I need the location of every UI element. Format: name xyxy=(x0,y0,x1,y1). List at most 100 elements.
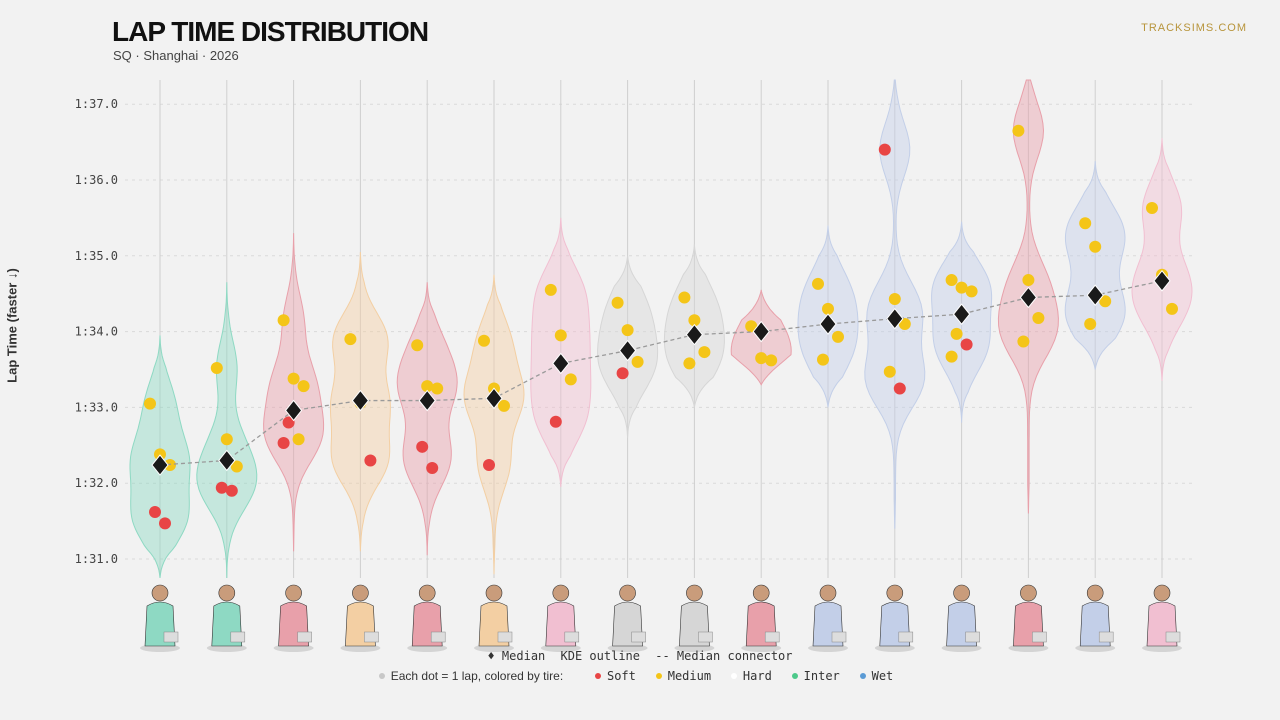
avatar-head xyxy=(352,584,369,602)
lap-dot xyxy=(344,333,357,346)
avatar-head xyxy=(819,584,837,602)
flag-icon xyxy=(297,631,312,643)
median-marker xyxy=(1019,286,1038,309)
median-marker xyxy=(752,320,770,343)
driver-avatar xyxy=(273,584,314,652)
median-marker xyxy=(1086,284,1104,307)
flag-icon xyxy=(698,631,713,643)
median-marker xyxy=(685,323,704,346)
lap-dot xyxy=(683,357,696,370)
flag-icon xyxy=(163,631,179,643)
lap-dot xyxy=(955,281,968,294)
lap-dot xyxy=(765,354,778,367)
legend-kde: KDE outline xyxy=(560,649,640,663)
brand-link[interactable]: TRACKSIMS.COM xyxy=(1141,22,1247,34)
lap-dot xyxy=(478,334,490,347)
driver-avatar xyxy=(941,584,982,652)
lap-dot xyxy=(282,416,295,429)
flag-icon xyxy=(430,631,446,643)
lap-dot xyxy=(1017,335,1030,348)
avatar-head xyxy=(418,584,436,602)
lap-dot xyxy=(411,339,424,352)
driver-avatar xyxy=(808,584,848,652)
flag-icon xyxy=(1098,631,1114,643)
lap-dot xyxy=(230,460,243,473)
lap-dot xyxy=(554,329,567,342)
flag-icon xyxy=(564,631,580,643)
lap-dot xyxy=(812,277,824,290)
lap-dot xyxy=(144,397,156,410)
lap-dot xyxy=(431,382,444,395)
legend-median: ♦ Median xyxy=(487,649,546,663)
lap-dot xyxy=(225,484,238,497)
y-tick-label: 1:33.0 xyxy=(75,400,118,414)
lap-dot xyxy=(960,338,973,351)
lap-dot xyxy=(945,274,958,287)
lap-dot xyxy=(277,314,290,327)
flag-icon xyxy=(1032,631,1047,643)
lap-dot xyxy=(544,283,557,296)
kde-violin xyxy=(263,233,325,552)
lap-dot xyxy=(688,314,701,327)
lap-dot xyxy=(832,330,844,343)
lap-dot xyxy=(564,373,577,386)
flag-icon xyxy=(965,631,980,643)
avatar-head xyxy=(552,584,570,602)
lap-dot xyxy=(483,459,495,472)
median-marker xyxy=(819,313,837,335)
lap-dot xyxy=(416,440,429,453)
y-tick-label: 1:37.0 xyxy=(75,97,118,111)
median-marker xyxy=(952,303,971,325)
median-marker xyxy=(418,389,436,412)
avatar-head xyxy=(752,584,770,602)
median-marker xyxy=(552,352,570,375)
legend-connector: -- Median connector xyxy=(655,649,793,663)
lap-dot xyxy=(965,285,978,298)
lap-dot xyxy=(164,459,176,472)
lap-dot xyxy=(364,454,377,467)
median-marker xyxy=(218,449,236,472)
driver-avatar xyxy=(1008,584,1049,652)
avatar-head xyxy=(1086,584,1104,602)
kde-violin xyxy=(1131,138,1193,381)
lap-dot xyxy=(220,433,233,446)
lap-dot xyxy=(421,380,434,393)
lap-dot xyxy=(549,415,562,428)
median-marker xyxy=(151,454,169,476)
driver-avatar xyxy=(1142,584,1182,652)
lap-dot xyxy=(1166,302,1178,315)
lap-dot xyxy=(297,380,310,393)
medium-tire-icon xyxy=(655,673,662,679)
lap-dot xyxy=(898,318,911,331)
avatar-head xyxy=(1020,584,1037,602)
flag-icon xyxy=(497,631,513,643)
lap-dot xyxy=(698,346,711,359)
lap-dot xyxy=(893,382,906,395)
driver-avatar xyxy=(540,584,581,652)
kde-violin xyxy=(196,282,258,579)
lap-dot xyxy=(1079,217,1092,230)
avatar-head xyxy=(485,584,503,602)
lap-dot xyxy=(159,517,171,530)
legend-tire-soft: Soft xyxy=(594,669,636,683)
lap-dot xyxy=(631,355,644,368)
driver-avatar xyxy=(1075,584,1116,652)
lap-dot xyxy=(678,291,691,304)
kde-violin xyxy=(530,217,592,488)
driver-avatar xyxy=(607,584,648,652)
lap-dot xyxy=(950,327,963,340)
kde-violin xyxy=(463,274,525,575)
wet-tire-icon xyxy=(859,673,866,679)
lap-dot xyxy=(277,437,290,450)
avatar-head xyxy=(285,584,302,602)
legend-tire-inter: Inter xyxy=(791,669,840,683)
hard-tire-icon xyxy=(730,673,737,679)
driver-avatar xyxy=(674,584,715,652)
avatar-head xyxy=(619,584,636,602)
lap-dot xyxy=(822,302,834,315)
legend-tire-wet: Wet xyxy=(859,669,893,683)
lap-dot xyxy=(817,353,829,366)
y-tick-label: 1:35.0 xyxy=(75,249,118,263)
y-tick-label: 1:34.0 xyxy=(75,325,118,339)
